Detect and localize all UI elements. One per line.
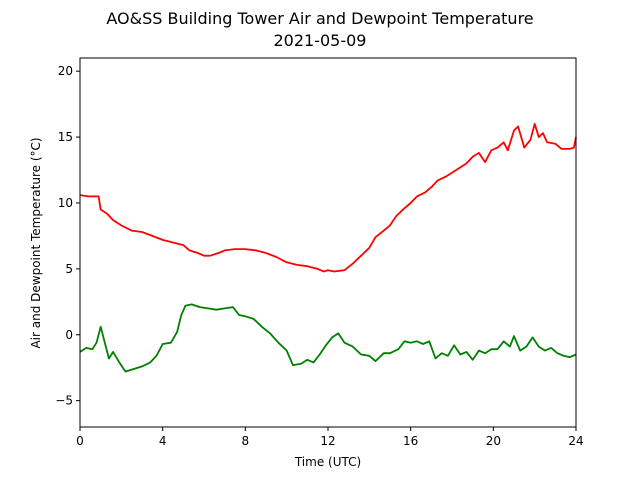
x-tick-label: 20	[486, 434, 501, 448]
y-tick-label: 20	[58, 64, 73, 78]
tick-layer: 0 4 8 12 16 20 24 −5 0 5 10 15 20	[55, 64, 583, 448]
x-axis-label: Time (UTC)	[294, 455, 361, 469]
series-line-1	[79, 123, 577, 273]
x-tick-label: 8	[242, 434, 250, 448]
y-tick-label: 5	[65, 262, 73, 276]
x-tick-label: 0	[76, 434, 84, 448]
chart-title: AO&SS Building Tower Air and Dewpoint Te…	[106, 9, 533, 28]
y-tick-label: 15	[58, 130, 73, 144]
chart-subtitle: 2021-05-09	[274, 31, 367, 50]
x-tick-label: 16	[403, 434, 418, 448]
y-tick-label: 10	[58, 196, 73, 210]
series-layer	[79, 123, 577, 373]
x-tick-label: 12	[320, 434, 335, 448]
y-tick-label: −5	[55, 394, 73, 408]
y-axis-label: Air and Dewpoint Temperature (°C)	[29, 137, 43, 348]
x-tick-label: 4	[159, 434, 167, 448]
x-tick-label: 24	[568, 434, 583, 448]
series-line-2	[79, 303, 577, 373]
y-tick-label: 0	[65, 328, 73, 342]
plot-area-frame	[79, 57, 577, 428]
